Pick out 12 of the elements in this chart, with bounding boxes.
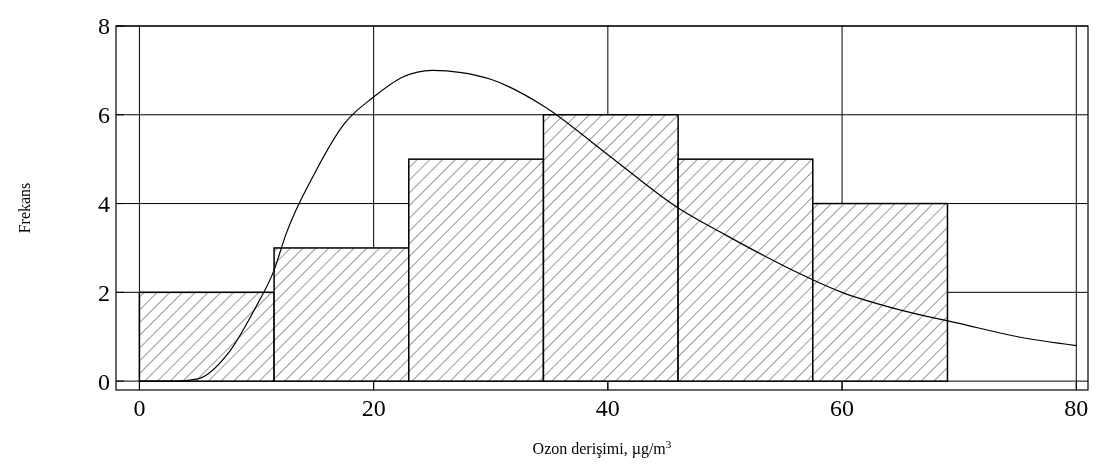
x-axis-title: Ozon derişimi, µg/m$^{3}$: [532, 438, 672, 458]
y-tick-label: 6: [98, 102, 110, 129]
x-tick-label: 0: [133, 395, 146, 421]
y-tick-label: 2: [98, 279, 110, 306]
x-tick-label: 40: [595, 395, 620, 421]
x-tick-label: 80: [1064, 395, 1089, 421]
y-tick-label: 0: [98, 368, 110, 395]
x-tick-label: 20: [361, 395, 386, 421]
y-tick-label: 4: [98, 190, 110, 217]
x-tick-label: 60: [830, 395, 855, 421]
y-tick-label: 8: [98, 13, 110, 40]
y-axis-title: Frekans: [16, 182, 33, 234]
